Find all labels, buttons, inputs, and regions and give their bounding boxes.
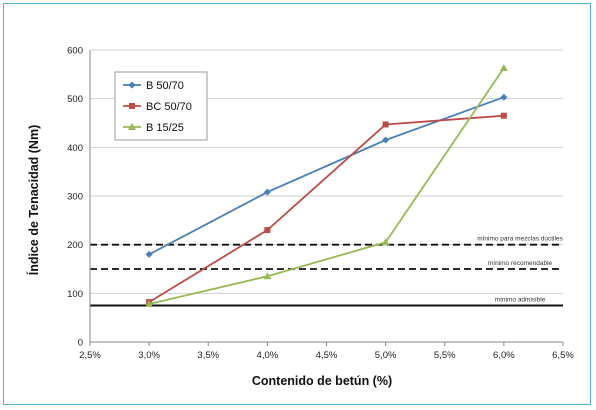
y-tick-label: 500: [67, 94, 83, 105]
data-point: [500, 93, 508, 101]
y-tick-label: 100: [67, 289, 83, 300]
legend-label: B 15/25: [146, 122, 184, 134]
x-tick-label: 4,5%: [316, 350, 338, 361]
x-axis-title: Contenido de betún (%): [252, 374, 392, 388]
y-tick-label: 400: [67, 143, 83, 154]
data-point: [381, 238, 390, 246]
data-point: [499, 64, 508, 72]
reference-line-label: mínimo admisible: [495, 297, 546, 304]
x-tick-label: 2,5%: [79, 350, 101, 361]
x-tick-label: 5,5%: [434, 350, 456, 361]
reference-line-label: mínimo para mezclas dúctiles: [477, 236, 563, 243]
legend: B 50/70 BC 50/70 B 15/25: [114, 71, 208, 141]
y-tick-label: 600: [67, 46, 83, 57]
data-point: [263, 272, 272, 280]
data-point: [129, 103, 135, 109]
series-line: [148, 114, 504, 303]
series-line: [148, 96, 505, 256]
reference-line-label: mínimo recomendable: [488, 260, 553, 267]
data-point: [145, 300, 154, 308]
data-point: [500, 112, 507, 119]
series-b-50-70: [145, 93, 508, 258]
data-point: [145, 250, 153, 258]
data-point: [128, 123, 136, 130]
data-point: [264, 227, 271, 234]
x-tick-label: 3,5%: [197, 350, 219, 361]
series-bc-50-70: [146, 112, 507, 306]
x-tick-label: 6,0%: [493, 350, 515, 361]
x-tick-label: 4,0%: [257, 350, 279, 361]
x-tick-label: 3,0%: [138, 350, 160, 361]
data-point: [263, 188, 271, 196]
axes: 0 100 200 300 400 500 600 2,5% 3,0% 3,5% 4,0% 4,5% 5…: [67, 46, 574, 362]
x-tick-label: 5,0%: [375, 350, 397, 361]
y-tick-label: 200: [67, 240, 83, 251]
reference-lines: mínimo para mezclas dúctiles mínimo recom…: [90, 236, 564, 307]
series-b-15-25: [145, 64, 508, 308]
y-axis-title: Índice de Tenacidad (Nm): [26, 125, 41, 276]
legend-label: B 50/70: [146, 80, 184, 92]
data-point: [382, 121, 389, 128]
series: [145, 64, 508, 308]
data-point: [382, 136, 390, 144]
y-tick-label: 0: [78, 338, 83, 349]
x-tick-label: 6,5%: [552, 350, 574, 361]
data-point: [128, 81, 136, 89]
series-line: [148, 67, 505, 305]
legend-label: BC 50/70: [146, 101, 192, 113]
y-tick-label: 300: [67, 192, 83, 203]
